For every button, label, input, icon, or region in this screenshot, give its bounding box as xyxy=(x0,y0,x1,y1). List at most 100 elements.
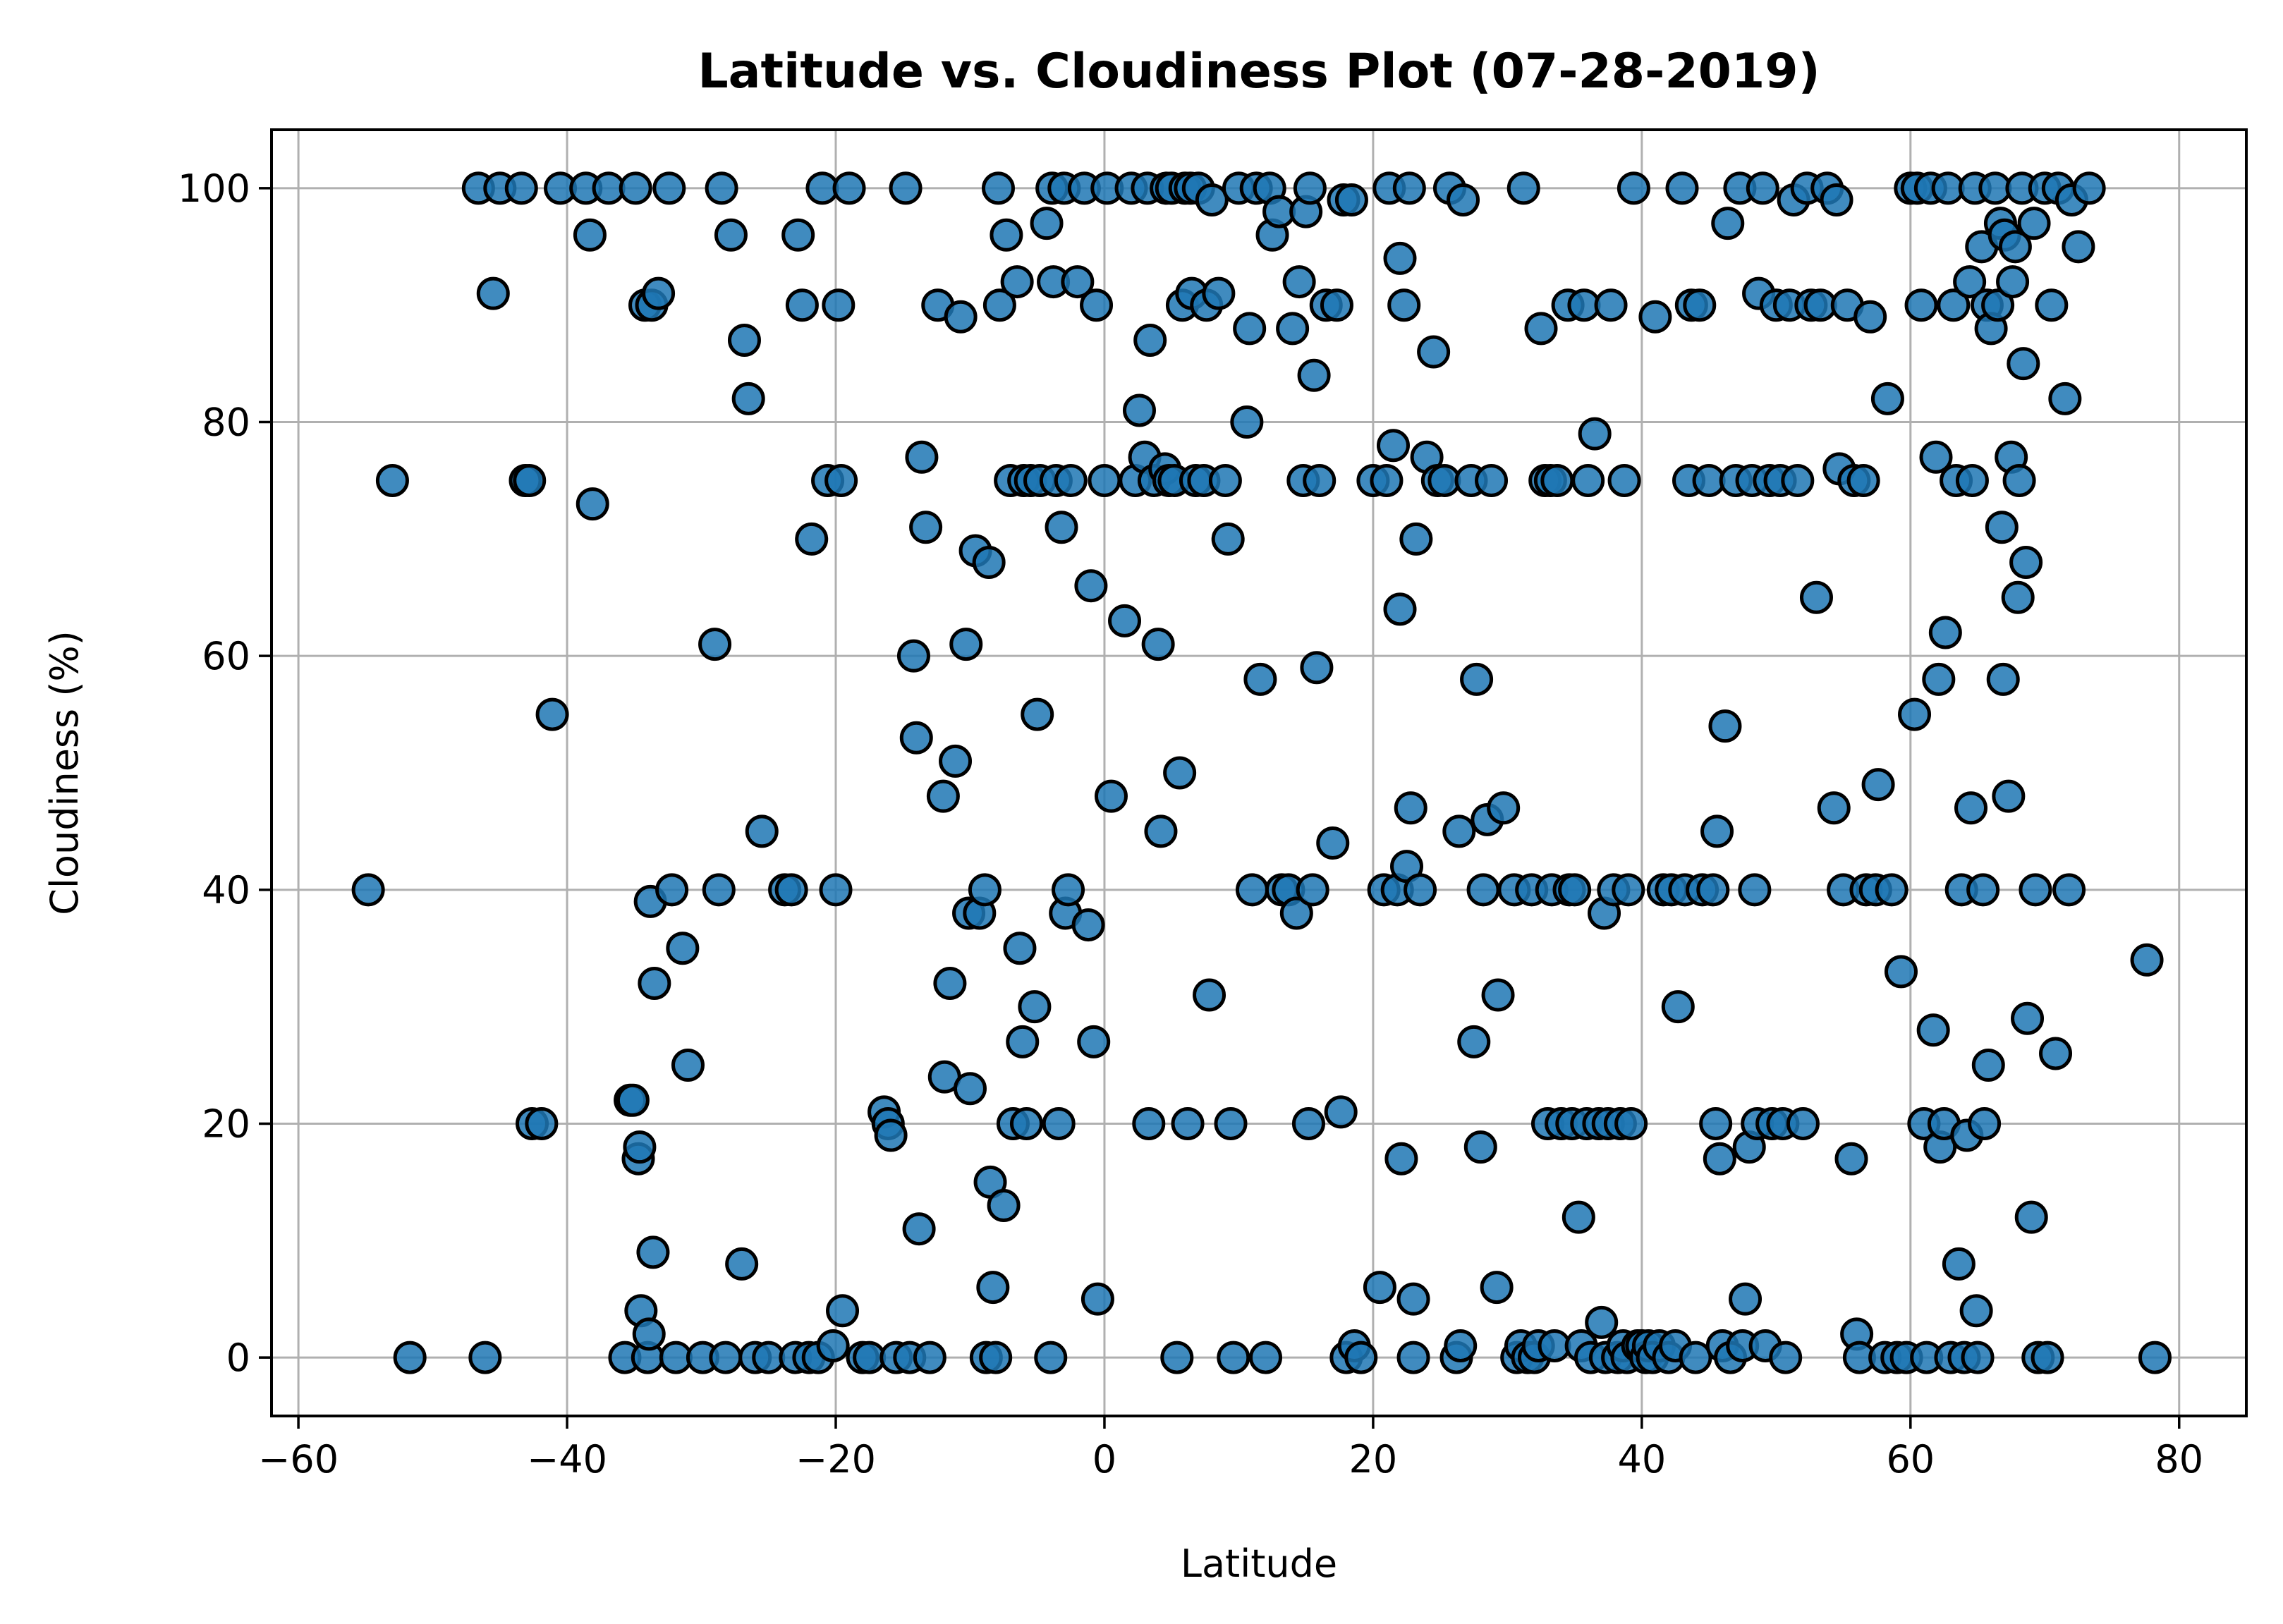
data-point xyxy=(1769,1341,1803,1374)
data-point xyxy=(1088,463,1121,497)
data-point xyxy=(1009,1106,1043,1140)
data-point xyxy=(1279,896,1313,930)
data-point xyxy=(949,628,983,661)
data-point xyxy=(1417,335,1451,369)
y-tick-label: 40 xyxy=(202,868,250,912)
data-point xyxy=(781,218,815,252)
data-point xyxy=(525,1106,559,1140)
data-point xyxy=(1276,312,1310,346)
data-point xyxy=(1080,288,1114,322)
data-point xyxy=(933,966,967,1000)
data-point xyxy=(638,966,671,1000)
data-point xyxy=(1460,662,1494,696)
data-point xyxy=(774,873,808,907)
data-point xyxy=(1396,1282,1430,1316)
data-point xyxy=(1986,662,2020,696)
data-point xyxy=(725,1247,759,1281)
data-point xyxy=(2039,1037,2073,1070)
data-point xyxy=(905,440,939,474)
data-point xyxy=(375,463,409,497)
data-point xyxy=(1524,312,1558,346)
data-point xyxy=(795,522,829,556)
data-point xyxy=(981,171,1015,205)
data-point xyxy=(990,218,1023,252)
data-point xyxy=(913,1341,946,1374)
data-point xyxy=(968,873,1002,907)
data-point xyxy=(909,511,943,544)
data-point xyxy=(1968,1106,2002,1140)
data-point xyxy=(1077,1025,1111,1058)
data-point xyxy=(982,288,1016,322)
data-point xyxy=(1922,662,1956,696)
data-point xyxy=(513,463,547,497)
data-point xyxy=(1080,1282,1114,1316)
data-point xyxy=(976,1271,1010,1305)
data-point xyxy=(1074,569,1108,603)
data-point xyxy=(1996,265,2030,299)
chart-title: Latitude vs. Cloudiness Plot (07-28-2019… xyxy=(698,44,1820,99)
data-point xyxy=(1738,873,1772,907)
data-point xyxy=(1884,955,1918,989)
data-point xyxy=(1700,814,1734,848)
data-point xyxy=(2052,873,2086,907)
data-point xyxy=(1094,779,1128,813)
data-point xyxy=(1303,463,1337,497)
x-tick-label: 80 xyxy=(2155,1437,2203,1482)
data-point xyxy=(1052,873,1085,907)
data-point xyxy=(2035,288,2069,322)
data-point xyxy=(826,1294,860,1328)
plot-frame xyxy=(270,128,2248,1417)
data-point xyxy=(1291,1106,1325,1140)
data-point xyxy=(1853,300,1887,334)
data-point xyxy=(1249,1341,1283,1374)
data-point xyxy=(1243,662,1277,696)
x-tick-label: 40 xyxy=(1617,1437,1666,1482)
data-point xyxy=(832,171,866,205)
data-point xyxy=(1992,779,2026,813)
data-point xyxy=(1846,463,1880,497)
data-point xyxy=(1817,791,1851,825)
data-point xyxy=(822,288,856,322)
data-point xyxy=(2048,381,2082,415)
data-point xyxy=(535,697,569,731)
data-point xyxy=(1392,171,1426,205)
data-point xyxy=(666,932,700,965)
data-point xyxy=(1018,990,1052,1024)
data-point xyxy=(1961,1341,1995,1374)
data-point xyxy=(1363,1271,1396,1305)
data-point xyxy=(1585,1305,1619,1339)
data-point xyxy=(1000,265,1034,299)
data-point xyxy=(899,721,933,755)
data-point xyxy=(1696,873,1730,907)
data-point xyxy=(1383,592,1417,626)
data-point xyxy=(2130,943,2164,977)
y-tick-label: 100 xyxy=(178,166,250,211)
data-point xyxy=(896,639,930,673)
data-point xyxy=(1953,265,1987,299)
data-point xyxy=(1344,1341,1378,1374)
data-point xyxy=(476,276,510,310)
data-point xyxy=(1786,1106,1820,1140)
data-point xyxy=(1481,978,1515,1012)
data-point xyxy=(1985,511,2019,544)
data-point xyxy=(1971,1049,2005,1082)
data-point xyxy=(819,873,853,907)
data-point xyxy=(1442,814,1476,848)
data-point xyxy=(2009,546,2043,580)
data-point xyxy=(1214,1106,1248,1140)
data-point xyxy=(702,873,736,907)
data-point xyxy=(1781,463,1815,497)
data-point xyxy=(2062,230,2095,264)
data-point xyxy=(1904,288,1938,322)
y-tick-label: 80 xyxy=(202,401,250,445)
data-point xyxy=(926,779,960,813)
data-point xyxy=(468,1341,502,1374)
data-point xyxy=(1870,381,1904,415)
data-point xyxy=(731,381,765,415)
y-tick-label: 20 xyxy=(202,1101,250,1146)
data-point xyxy=(1834,1142,1868,1176)
data-point xyxy=(1193,978,1226,1012)
data-point xyxy=(1480,1271,1514,1305)
axis-ticks: −60 −40 −20 0 20 40 60 80 0 20 40 60 80 100 xyxy=(178,166,2203,1482)
